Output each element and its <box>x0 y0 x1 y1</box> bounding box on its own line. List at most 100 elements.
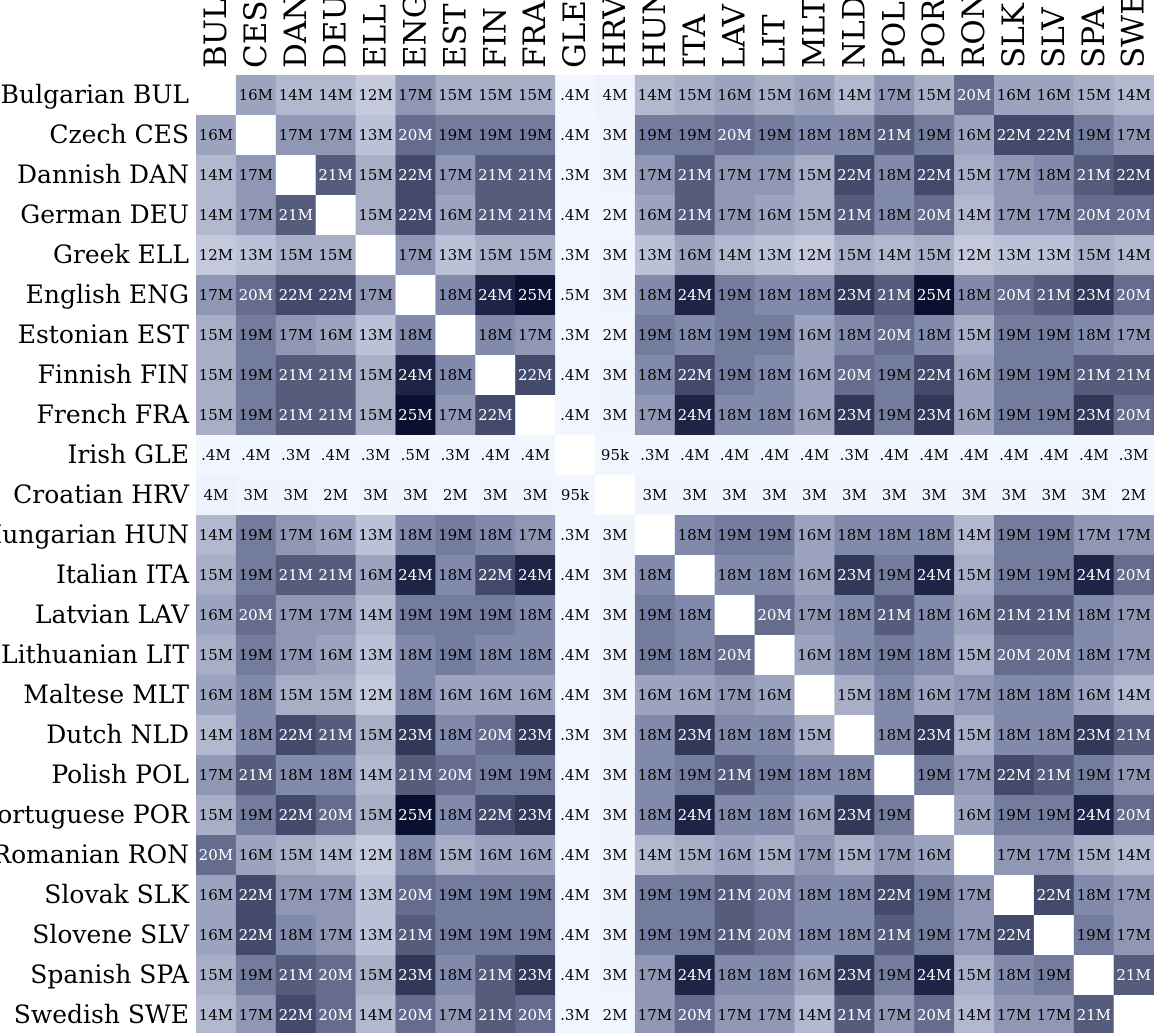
heatmap-cell <box>595 635 636 676</box>
cell-label: 23M <box>518 806 552 824</box>
heatmap-cell <box>595 475 636 516</box>
heatmap-cell <box>914 475 955 516</box>
cell-label: 20M <box>1116 206 1150 224</box>
heatmap-cell <box>754 75 795 116</box>
cell-label: 14M <box>199 726 233 744</box>
cell-label: 16M <box>518 686 552 704</box>
heatmap-cell <box>275 475 317 516</box>
cell-label: 21M <box>318 726 352 744</box>
heatmap-cell <box>475 595 516 636</box>
cell-label: 17M <box>518 326 552 344</box>
cell-label: 24M <box>478 286 512 304</box>
cell-label: 18M <box>478 646 512 664</box>
cell-label: 21M <box>1077 1006 1111 1024</box>
cell-label: 18M <box>717 566 751 584</box>
heatmap-cell <box>1113 475 1154 516</box>
heatmap-cell <box>595 235 636 276</box>
heatmap-cell <box>355 235 396 276</box>
cell-label: 18M <box>239 686 273 704</box>
heatmap-cell <box>1033 355 1075 396</box>
column-label-slk: SLK <box>996 2 1032 68</box>
heatmap-cell <box>1033 275 1075 316</box>
cell-label: 15M <box>358 406 392 424</box>
cell-label: 23M <box>837 286 871 304</box>
row-label-deu: German DEU <box>20 200 189 229</box>
heatmap-cell <box>355 995 396 1033</box>
heatmap-cell <box>714 835 756 876</box>
heatmap-cell <box>435 235 476 276</box>
heatmap-cell <box>714 955 756 996</box>
cell-label: .4M <box>999 446 1029 464</box>
cell-label: 18M <box>757 966 791 984</box>
heatmap-cell <box>874 835 915 876</box>
heatmap-cell <box>1073 315 1115 356</box>
cell-label: 18M <box>797 766 831 784</box>
heatmap-cell <box>714 875 756 916</box>
cell-label: 19M <box>678 766 712 784</box>
cell-label: 24M <box>678 406 712 424</box>
heatmap-cell <box>1113 755 1154 796</box>
cell-label: .4M <box>919 446 949 464</box>
heatmap-cell <box>1033 75 1075 116</box>
heatmap-cell <box>435 155 476 196</box>
cell-label: 19M <box>877 806 911 824</box>
heatmap-cell <box>994 275 1035 316</box>
heatmap-cell <box>1073 835 1115 876</box>
heatmap-cell <box>235 995 277 1033</box>
heatmap-cell <box>435 875 476 916</box>
heatmap-cell <box>914 315 955 356</box>
heatmap-cell <box>634 995 676 1033</box>
heatmap-cell <box>475 275 516 316</box>
heatmap-cell <box>435 115 476 156</box>
heatmap-cell <box>1113 795 1154 836</box>
cell-label: 19M <box>638 126 672 144</box>
heatmap-cell <box>634 835 676 876</box>
cell-label: 20M <box>997 646 1031 664</box>
cell-label: 16M <box>917 846 951 864</box>
heatmap-cell <box>515 635 556 676</box>
heatmap-cell <box>196 315 237 356</box>
cell-label: 15M <box>837 246 871 264</box>
heatmap-cell <box>475 755 516 796</box>
cell-label: 20M <box>1116 806 1150 824</box>
cell-label: 15M <box>1077 86 1111 104</box>
cell-label: 20M <box>518 1006 552 1024</box>
heatmap-cell <box>954 795 995 836</box>
cell-label: 3M <box>922 486 947 504</box>
heatmap-cell <box>994 315 1035 356</box>
heatmap-cell <box>395 155 436 196</box>
heatmap-cell <box>674 755 716 796</box>
cell-label: .3M <box>560 526 590 544</box>
cell-label: 21M <box>279 566 313 584</box>
heatmap-cell <box>395 795 436 836</box>
cell-label: 20M <box>917 206 951 224</box>
heatmap-cell <box>595 795 636 836</box>
heatmap-cell <box>714 515 756 556</box>
heatmap-cell <box>315 635 357 676</box>
heatmap-cells: 16M 14M 14M 12M 17M 15M 15M 15M .4M 4M 14M 15M 16M 15… <box>196 75 1154 1033</box>
heatmap-cell <box>235 955 277 996</box>
row-label-swe: Swedish SWE <box>14 1000 189 1029</box>
heatmap-cell <box>874 195 915 236</box>
heatmap-cell <box>435 675 476 716</box>
heatmap-cell <box>235 395 277 436</box>
heatmap-cell <box>1073 555 1115 596</box>
cell-label: 16M <box>957 406 991 424</box>
cell-label: 21M <box>678 166 712 184</box>
cell-label: 19M <box>478 126 512 144</box>
cell-label: 14M <box>1116 246 1150 264</box>
cell-label: 22M <box>917 366 951 384</box>
row-label-dan: Dannish DAN <box>17 160 189 189</box>
heatmap-cell <box>954 995 995 1033</box>
cell-label: 21M <box>877 926 911 944</box>
heatmap-cell <box>1113 235 1154 276</box>
heatmap-cell <box>834 835 875 876</box>
heatmap-cell <box>794 435 835 476</box>
cell-label: 14M <box>358 606 392 624</box>
heatmap-cell <box>196 155 237 196</box>
cell-label: 15M <box>678 846 712 864</box>
heatmap-cell <box>634 395 676 436</box>
cell-label: 17M <box>398 86 432 104</box>
heatmap-cell <box>714 635 756 676</box>
cell-label: 3M <box>603 846 628 864</box>
